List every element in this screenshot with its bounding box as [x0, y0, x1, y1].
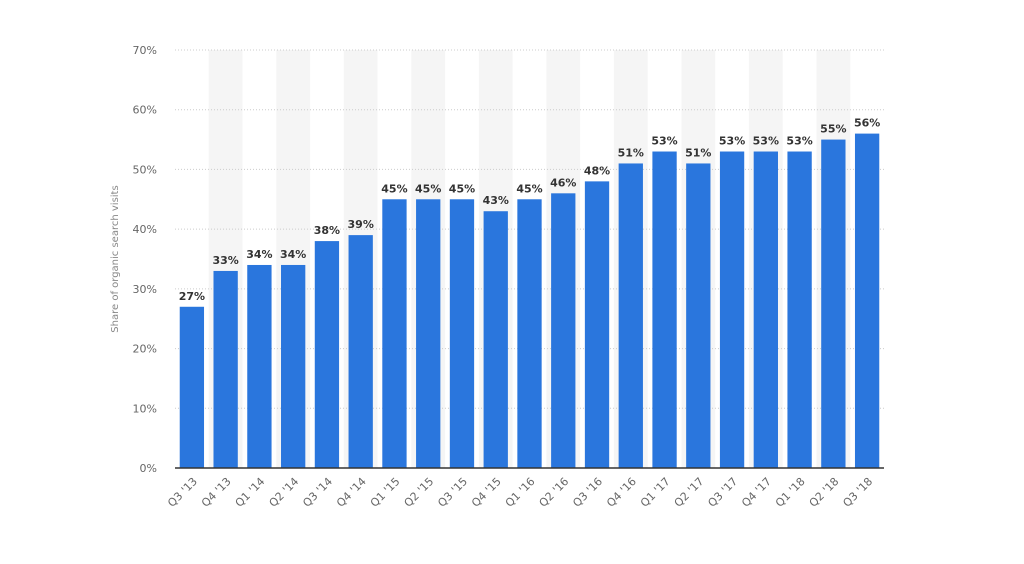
bar	[551, 193, 576, 469]
data-label: 45%	[449, 182, 475, 195]
y-tick-label: 70%	[133, 44, 157, 57]
data-label: 39%	[348, 218, 374, 231]
bar	[854, 133, 880, 468]
data-label: 53%	[753, 135, 779, 148]
x-tick-label: Q2 '17	[672, 475, 707, 510]
y-tick-label: 60%	[133, 104, 157, 117]
bar	[517, 199, 542, 469]
data-label: 48%	[584, 164, 610, 177]
x-tick-label: Q4 '13	[199, 475, 234, 510]
data-label: 34%	[246, 248, 272, 261]
bar	[281, 264, 306, 468]
bar	[483, 211, 508, 468]
bar	[584, 181, 610, 468]
x-tick-label: Q1 '18	[773, 475, 808, 510]
data-label: 33%	[212, 254, 238, 267]
bar	[416, 199, 441, 469]
x-tick-label: Q4 '17	[739, 475, 774, 510]
data-label: 38%	[314, 224, 340, 237]
bar	[213, 270, 238, 468]
x-tick-label: Q1 '15	[368, 475, 403, 510]
x-tick-label: Q3 '18	[840, 475, 875, 510]
bar	[179, 306, 205, 468]
bar	[247, 264, 272, 468]
x-tick-label: Q2 '15	[402, 475, 437, 510]
y-tick-label: 50%	[133, 163, 157, 176]
data-labels: 27% 33% 34% 34% 38% 39% 45% 45% 45% 43% 45% 46% 48% 5…	[179, 117, 881, 303]
bars	[179, 133, 880, 469]
data-label: 27%	[179, 290, 205, 303]
bar	[787, 151, 812, 468]
data-label: 51%	[618, 146, 644, 159]
bar	[753, 151, 778, 468]
x-tick-label: Q4 '15	[469, 475, 504, 510]
x-tick-label: Q3 '15	[435, 475, 470, 510]
x-tick-label: Q3 '13	[165, 475, 200, 510]
x-tick-label: Q1 '16	[503, 475, 538, 510]
y-tick-label: 0%	[140, 462, 157, 475]
data-label: 56%	[854, 117, 880, 130]
y-tick-label: 40%	[133, 223, 157, 236]
x-tick-label: Q2 '14	[267, 475, 302, 510]
data-label: 53%	[651, 135, 677, 148]
y-tick-label: 20%	[133, 343, 157, 356]
bar	[686, 163, 711, 468]
data-label: 53%	[719, 135, 745, 148]
y-axis-title: Share of organic search visits	[110, 185, 121, 332]
data-label: 45%	[415, 182, 441, 195]
y-tick-label: 30%	[133, 283, 157, 296]
y-axis-ticks: 0% 10% 20% 30% 40% 50% 60% 70%	[133, 44, 157, 475]
bar	[719, 151, 745, 468]
bar	[382, 199, 407, 469]
data-label: 46%	[550, 176, 576, 189]
y-tick-label: 10%	[133, 402, 157, 415]
bar	[821, 139, 846, 469]
data-label: 45%	[381, 182, 407, 195]
x-tick-label: Q1 '14	[233, 475, 268, 510]
x-tick-label: Q3 '17	[705, 475, 740, 510]
data-label: 51%	[685, 146, 711, 159]
bar	[652, 151, 677, 468]
bar	[348, 235, 373, 468]
x-tick-label: Q2 '18	[807, 475, 842, 510]
x-tick-label: Q1 '17	[638, 475, 673, 510]
data-label: 53%	[786, 135, 812, 148]
x-tick-label: Q2 '16	[537, 475, 572, 510]
x-tick-label: Q4 '14	[334, 475, 369, 510]
data-label: 34%	[280, 248, 306, 261]
data-label: 45%	[516, 182, 542, 195]
data-label: 43%	[483, 194, 509, 207]
x-tick-label: Q3 '16	[570, 475, 605, 510]
data-label: 55%	[820, 123, 846, 136]
x-tick-label: Q3 '14	[300, 475, 335, 510]
bar	[314, 241, 340, 468]
bar	[449, 199, 475, 469]
bar	[618, 163, 643, 468]
x-tick-label: Q4 '16	[604, 475, 639, 510]
